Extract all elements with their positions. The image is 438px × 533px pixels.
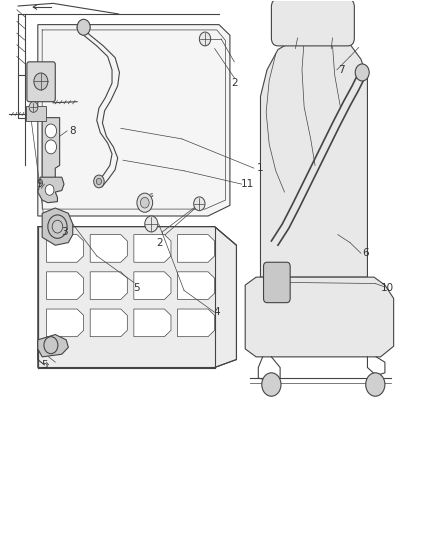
Text: 10: 10 xyxy=(381,283,394,293)
Circle shape xyxy=(34,73,48,90)
Polygon shape xyxy=(46,235,84,262)
Polygon shape xyxy=(261,33,367,277)
Circle shape xyxy=(199,32,211,46)
Text: 2: 2 xyxy=(157,238,163,247)
Polygon shape xyxy=(38,177,64,203)
Text: 4: 4 xyxy=(213,306,220,317)
Polygon shape xyxy=(90,272,127,300)
Circle shape xyxy=(77,19,90,35)
Polygon shape xyxy=(177,235,215,262)
FancyBboxPatch shape xyxy=(272,0,354,46)
Polygon shape xyxy=(38,25,230,216)
Polygon shape xyxy=(42,118,60,189)
FancyBboxPatch shape xyxy=(27,62,55,102)
Circle shape xyxy=(262,373,281,396)
Text: 2: 2 xyxy=(231,78,237,88)
Text: 5: 5 xyxy=(41,360,48,370)
Circle shape xyxy=(145,216,158,232)
Circle shape xyxy=(96,178,102,184)
Text: 9: 9 xyxy=(37,179,43,189)
Text: 11: 11 xyxy=(241,179,254,189)
Polygon shape xyxy=(134,235,171,262)
Polygon shape xyxy=(134,272,171,300)
Text: 5: 5 xyxy=(133,283,139,293)
Text: 6: 6 xyxy=(362,248,369,258)
Polygon shape xyxy=(177,272,215,300)
Polygon shape xyxy=(46,309,84,337)
Polygon shape xyxy=(42,208,73,245)
Circle shape xyxy=(45,124,57,138)
Circle shape xyxy=(45,140,57,154)
Text: 8: 8 xyxy=(69,126,76,136)
Circle shape xyxy=(52,220,63,233)
Circle shape xyxy=(137,193,152,212)
FancyBboxPatch shape xyxy=(264,262,290,303)
Text: 1: 1 xyxy=(257,163,264,173)
Circle shape xyxy=(194,197,205,211)
Circle shape xyxy=(45,184,54,195)
Polygon shape xyxy=(90,235,127,262)
Polygon shape xyxy=(38,335,68,357)
Text: s: s xyxy=(149,192,153,198)
Circle shape xyxy=(29,102,38,112)
Polygon shape xyxy=(177,309,215,337)
Text: 3: 3 xyxy=(61,227,67,237)
Circle shape xyxy=(366,373,385,396)
Circle shape xyxy=(355,64,369,81)
Circle shape xyxy=(141,197,149,208)
Polygon shape xyxy=(90,309,127,337)
FancyBboxPatch shape xyxy=(26,106,46,122)
Circle shape xyxy=(94,175,104,188)
Polygon shape xyxy=(245,277,394,357)
Polygon shape xyxy=(46,272,84,300)
Text: 7: 7 xyxy=(338,65,345,75)
Polygon shape xyxy=(38,227,237,368)
Polygon shape xyxy=(134,309,171,337)
